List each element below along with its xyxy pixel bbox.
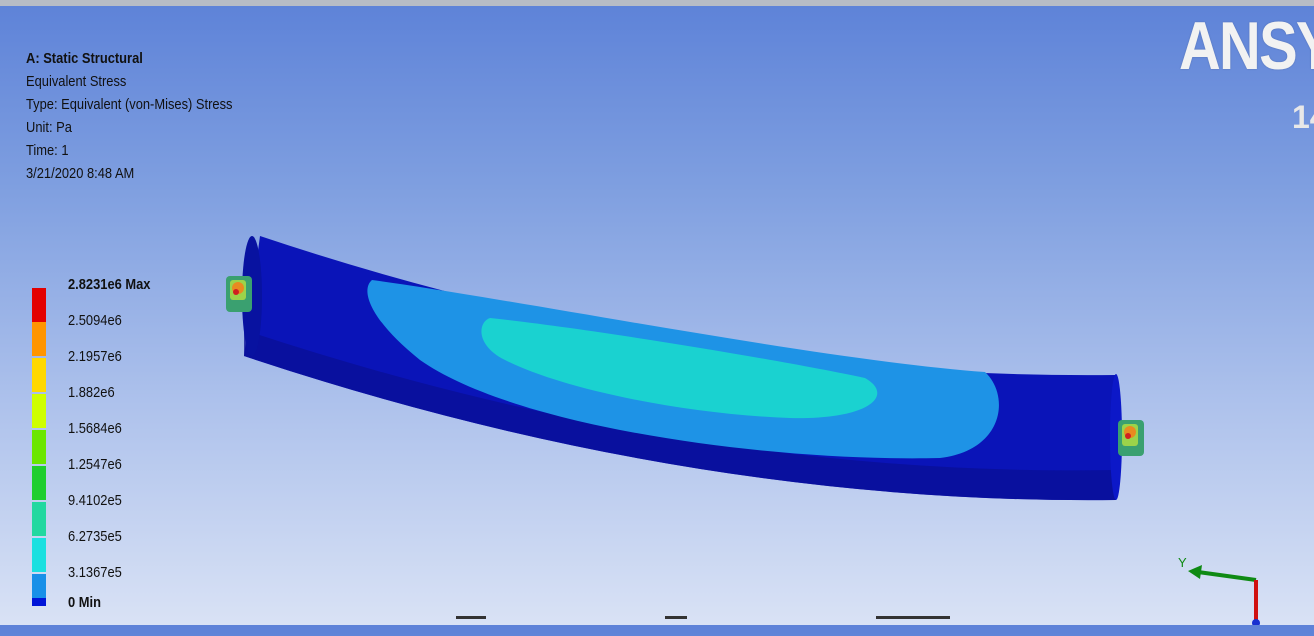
ansys-version: 14 — [1292, 99, 1314, 135]
legend-label: 2.1957e6 — [68, 348, 122, 365]
ruler-fragment — [876, 616, 950, 619]
viewport-top-border — [0, 0, 1314, 6]
result-info-annotation: A: Static Structural Equivalent Stress T… — [26, 47, 266, 185]
legend-swatch — [32, 538, 46, 572]
legend-entry-min: 0 Min — [20, 594, 320, 636]
right-support-pin[interactable] — [1118, 420, 1144, 456]
ruler-fragment — [456, 616, 486, 619]
legend-entry: 2.1957e6 — [20, 348, 320, 392]
legend-label: 6.2735e5 — [68, 528, 122, 545]
legend-label: 1.5684e6 — [68, 420, 122, 437]
coordinate-triad[interactable]: Y — [1170, 545, 1290, 625]
legend-swatch — [32, 288, 46, 322]
legend-swatch — [32, 574, 46, 600]
legend-entry: 9.4102e5 — [20, 492, 320, 536]
triad-y-axis — [1197, 570, 1257, 582]
triad-y-arrow — [1188, 565, 1202, 579]
legend-swatch — [32, 322, 46, 356]
legend-swatch — [32, 466, 46, 500]
analysis-title: A: Static Structural — [26, 50, 143, 67]
triad-origin — [1252, 619, 1260, 625]
ansys-logo: ANSY — [1179, 12, 1314, 80]
legend-label: 9.4102e5 — [68, 492, 122, 509]
result-type: Type: Equivalent (von-Mises) Stress — [26, 96, 233, 113]
legend-entry: 1.882e6 — [20, 384, 320, 428]
stress-contour-inner — [481, 318, 878, 419]
result-name: Equivalent Stress — [26, 73, 127, 90]
legend-label: 1.882e6 — [68, 384, 115, 401]
legend-swatch — [32, 394, 46, 428]
result-timestamp: 3/21/2020 8:48 AM — [26, 165, 135, 182]
beam-right-end — [1110, 374, 1122, 500]
ruler-fragment — [665, 616, 687, 619]
legend-label: 0 Min — [68, 594, 101, 611]
legend-label: 2.8231e6 Max — [68, 276, 151, 293]
legend-label: 2.5094e6 — [68, 312, 122, 329]
legend-entry-max: 2.8231e6 Max — [20, 276, 320, 322]
legend-entry: 2.5094e6 — [20, 312, 320, 356]
result-unit: Unit: Pa — [26, 119, 72, 136]
legend-swatch — [32, 430, 46, 464]
legend-label: 1.2547e6 — [68, 456, 122, 473]
legend-label: 3.1367e5 — [68, 564, 122, 581]
legend-entry: 1.5684e6 — [20, 420, 320, 464]
ansys-logo-text: ANSY — [1179, 8, 1314, 84]
legend-entry: 6.2735e5 — [20, 528, 320, 572]
beam-underside-shade — [244, 330, 1116, 501]
legend-entry: 1.2547e6 — [20, 456, 320, 500]
legend-swatch — [32, 358, 46, 392]
legend-swatch — [32, 502, 46, 536]
legend-swatch — [32, 598, 46, 606]
left-support-pin[interactable] — [226, 276, 252, 312]
legend-entry: 3.1367e5 — [20, 564, 320, 600]
triad-y-label: Y — [1178, 555, 1187, 570]
result-time: Time: 1 — [26, 142, 69, 159]
